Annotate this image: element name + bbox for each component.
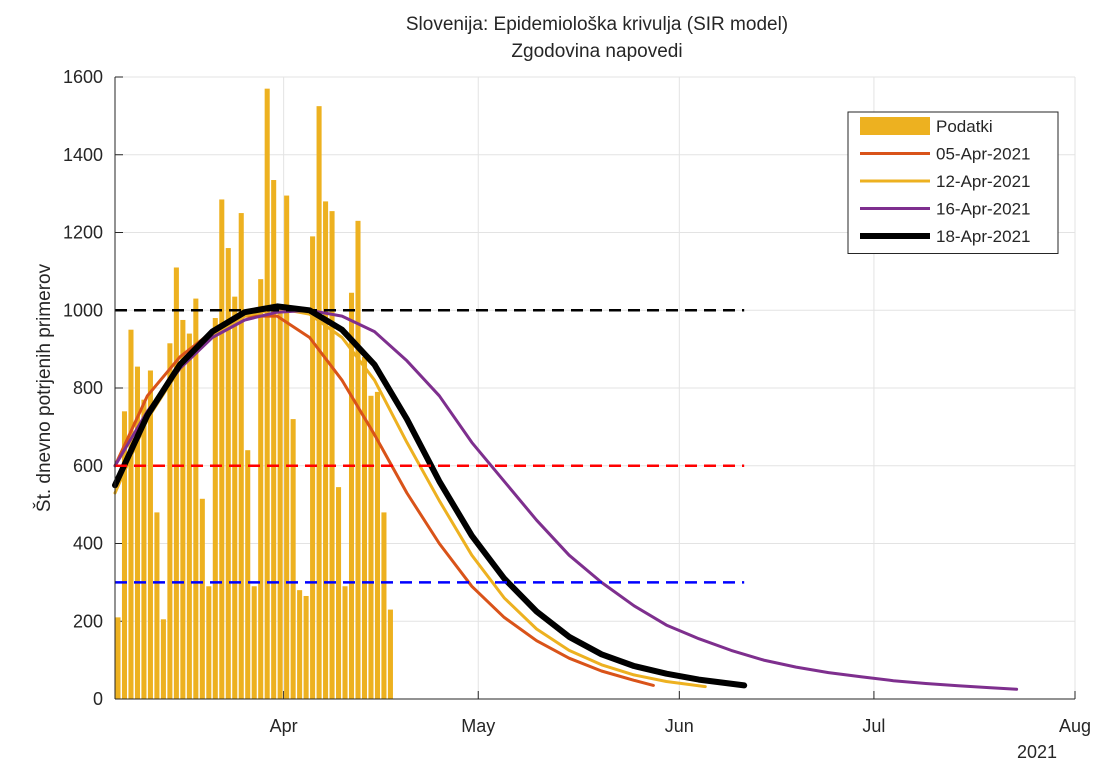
bar xyxy=(277,306,283,699)
bar xyxy=(147,370,153,699)
y-tick-label: 1400 xyxy=(63,145,103,165)
chart-subtitle: Zgodovina napovedi xyxy=(511,41,682,62)
y-tick-label: 1200 xyxy=(63,223,103,243)
series-line xyxy=(113,308,1019,691)
bar xyxy=(245,450,251,699)
y-tick-label: 400 xyxy=(73,534,103,554)
x-tick-label: Aug xyxy=(1059,716,1091,736)
x-tick-label: Jun xyxy=(665,716,694,736)
y-tick-label: 200 xyxy=(73,611,103,631)
legend-label: Podatki xyxy=(936,117,993,136)
bar xyxy=(238,213,244,699)
legend-label: 12-Apr-2021 xyxy=(936,172,1031,191)
bar xyxy=(134,366,140,699)
bar xyxy=(115,617,121,699)
y-tick-label: 1600 xyxy=(63,67,103,87)
y-tick-label: 600 xyxy=(73,456,103,476)
y-tick-label: 0 xyxy=(93,689,103,709)
bar xyxy=(355,220,361,699)
y-tick-label: 800 xyxy=(73,378,103,398)
bar xyxy=(199,498,205,699)
bar xyxy=(374,391,380,699)
bar xyxy=(206,586,212,699)
bar xyxy=(160,619,166,699)
bar xyxy=(258,279,264,699)
bar xyxy=(193,298,199,699)
bar xyxy=(342,586,348,699)
bar xyxy=(381,512,387,699)
bar xyxy=(154,512,160,699)
bar xyxy=(297,590,303,699)
bar xyxy=(167,343,173,699)
bar xyxy=(186,333,192,699)
legend-label: 16-Apr-2021 xyxy=(936,200,1031,219)
bar xyxy=(323,201,329,699)
bar xyxy=(232,296,238,699)
series-line xyxy=(112,303,748,689)
bar xyxy=(128,329,134,699)
bar xyxy=(316,106,322,699)
bar xyxy=(329,211,335,699)
bar xyxy=(121,411,128,699)
bar xyxy=(336,487,342,699)
chart-title: Slovenija: Epidemiološka krivulja (SIR m… xyxy=(406,14,788,35)
y-axis-label: Št. dnevno potrjenih primerov xyxy=(33,263,55,512)
bar xyxy=(219,199,225,700)
y-tick-label: 1000 xyxy=(63,300,103,320)
legend-swatch xyxy=(860,117,930,135)
x-year-label: 2021 xyxy=(1017,742,1057,762)
bar xyxy=(212,318,218,699)
bar xyxy=(387,609,393,699)
x-tick-label: Jul xyxy=(862,716,885,736)
bar xyxy=(310,236,316,699)
bar xyxy=(180,319,186,699)
bar xyxy=(173,267,179,699)
bar xyxy=(348,292,355,699)
legend-label: 18-Apr-2021 xyxy=(936,227,1031,246)
bar xyxy=(303,595,309,699)
bar xyxy=(225,248,231,700)
bar xyxy=(368,395,374,699)
x-tick-label: May xyxy=(461,716,495,736)
bar xyxy=(271,180,277,700)
bar xyxy=(361,356,368,699)
bar xyxy=(264,88,270,700)
bar xyxy=(251,586,257,699)
bar xyxy=(141,399,147,699)
x-tick-label: Apr xyxy=(270,716,298,736)
legend-box xyxy=(847,111,1059,254)
bar xyxy=(284,195,290,699)
bar xyxy=(290,419,296,699)
legend-label: 05-Apr-2021 xyxy=(936,145,1031,164)
